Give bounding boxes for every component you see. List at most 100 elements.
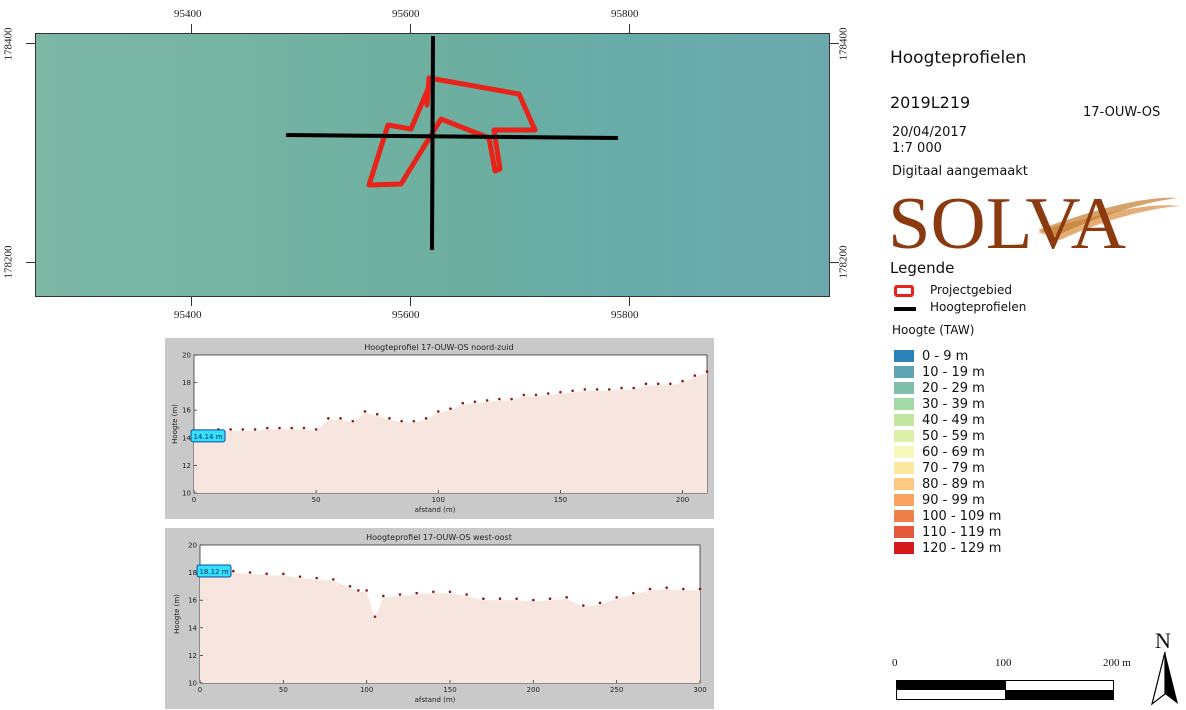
north-arrow-icon [1150, 650, 1180, 706]
solva-logo-text: SOLVA [888, 184, 1126, 256]
height-class-item: 110 - 119 m [894, 524, 1094, 540]
profile-point [534, 393, 538, 397]
project-code: 2019L219 [890, 93, 971, 112]
map-x-tick-top-3: 95800 [611, 8, 639, 20]
profile-point [473, 400, 477, 404]
height-class-label: 50 - 59 m [922, 428, 985, 444]
elevation-map[interactable] [35, 33, 830, 297]
profile-point [559, 390, 562, 394]
profile-point [681, 379, 684, 383]
profile-point [351, 419, 355, 423]
height-class-label: 110 - 119 m [922, 524, 1002, 540]
value-marker-box [190, 429, 226, 443]
height-class-swatch [894, 462, 914, 474]
profile-point [522, 393, 526, 397]
profile2-title: Hoogteprofiel 17-OUW-OS west-oost [366, 533, 512, 542]
profile1-title: Hoogteprofiel 17-OUW-OS noord-zuid [364, 343, 513, 352]
map-y-tick-right-1: 178400 [837, 27, 850, 61]
profile-point [582, 604, 585, 607]
height-class-label: 90 - 99 m [922, 492, 985, 508]
y-tick-label: 20 [182, 352, 191, 360]
profile-point [424, 417, 428, 420]
project-area-outline [366, 75, 538, 188]
scalebar [896, 680, 1114, 700]
site-code: 17-OUW-OS [1083, 105, 1161, 120]
y-tick-label: 20 [188, 542, 197, 550]
profile-point [449, 407, 452, 410]
height-class-label: 10 - 19 m [922, 364, 985, 380]
map-x-tick-bottom-3: 95800 [611, 309, 639, 321]
height-class-item: 10 - 19 m [894, 364, 1094, 380]
profile-point [436, 410, 440, 413]
profile-point [400, 419, 403, 423]
x-tick-label: 150 [443, 686, 456, 694]
height-class-item: 100 - 109 m [894, 508, 1094, 524]
value-marker-box [196, 564, 232, 578]
legend-profile-label: Hoogteprofielen [930, 300, 1027, 314]
height-class-swatch [894, 542, 914, 554]
height-class-swatch [894, 526, 914, 538]
profile-point [315, 576, 318, 580]
profile-point [388, 417, 391, 420]
height-class-label: 60 - 69 m [922, 444, 985, 460]
profile-point [382, 594, 385, 598]
profile-point [248, 571, 252, 574]
height-class-swatch [894, 430, 914, 442]
profile2-ylabel: Hoogte (m) [173, 594, 181, 634]
height-class-label: 30 - 39 m [922, 396, 985, 412]
profile-point [357, 589, 360, 592]
profile-point [656, 382, 660, 386]
profile-point [415, 591, 418, 595]
height-class-label: 70 - 79 m [922, 460, 985, 476]
profile-point [253, 428, 257, 431]
y-tick-label: 16 [182, 407, 191, 415]
map-y-tick-left-2: 178200 [2, 245, 15, 279]
profile-point [461, 401, 465, 405]
profile-point [682, 587, 685, 591]
profile-point [398, 593, 402, 596]
profile-line-west-east [285, 133, 619, 140]
profile-point [365, 589, 368, 592]
profile-point [265, 572, 268, 576]
profile-point [498, 597, 502, 600]
profile-point [339, 417, 342, 420]
x-tick-label: 0 [192, 496, 196, 504]
profile-point [465, 593, 468, 596]
map-x-tick-top-2: 95600 [392, 8, 420, 20]
north-label: N [1155, 628, 1171, 653]
height-class-swatch [894, 510, 914, 522]
x-tick-label: 150 [554, 496, 567, 504]
profile-point [665, 586, 668, 589]
profile-point [332, 578, 335, 581]
profile-point [241, 428, 245, 431]
height-class-swatch [894, 446, 914, 458]
profile-point [448, 590, 452, 594]
x-tick-label: 250 [610, 686, 623, 694]
profile-area [200, 570, 700, 683]
y-tick-label: 10 [188, 680, 197, 688]
profile-point [598, 601, 602, 605]
scalebar-label-100: 100 [995, 657, 1012, 669]
profile-point [595, 388, 599, 391]
x-tick-label: 50 [312, 496, 321, 504]
y-tick-label: 14 [188, 624, 197, 632]
profile-point [290, 426, 294, 430]
height-class-item: 30 - 39 m [894, 396, 1094, 412]
profile1-xlabel: afstand (m) [415, 506, 456, 514]
height-class-label: 80 - 89 m [922, 476, 985, 492]
x-tick-label: 200 [527, 686, 540, 694]
height-class-item: 120 - 129 m [894, 540, 1094, 556]
made-by-note: Digitaal aangemaakt [892, 164, 1028, 179]
profile-point [302, 426, 306, 430]
profile-point [432, 590, 435, 594]
height-class-list: 0 - 9 m 10 - 19 m 20 - 29 m 30 - 39 m 40 - 4… [894, 348, 1094, 556]
value-marker-label: 18.12 m [199, 568, 228, 576]
profile-point [648, 587, 652, 591]
height-profile-west-east: Hoogteprofiel 17-OUW-OS west-oost Hoogte… [165, 528, 714, 709]
x-tick-label: 100 [432, 496, 445, 504]
height-class-swatch [894, 414, 914, 426]
profile-point [632, 386, 636, 390]
height-class-label: 0 - 9 m [922, 348, 969, 364]
y-tick-label: 14 [182, 434, 191, 442]
map-x-tick-bottom-2: 95600 [392, 309, 420, 321]
